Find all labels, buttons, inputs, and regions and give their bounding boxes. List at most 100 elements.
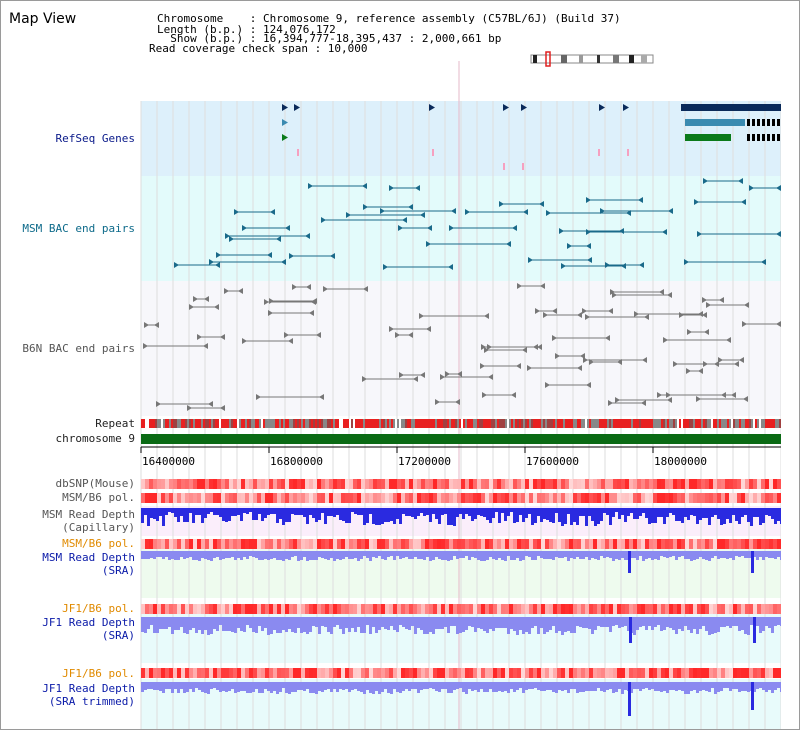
msm-b6-pol-cell	[497, 539, 501, 549]
msm-capillary-depth-bar	[615, 508, 618, 512]
b6n-bac-pair-end-icon	[582, 308, 587, 314]
jf1-b6-pol-cell	[601, 668, 605, 678]
msm-sra-depth-bar	[738, 551, 741, 557]
repeat-segment	[465, 419, 467, 428]
jf1-trim-depth-bar	[450, 682, 453, 693]
msm-capillary-depth-bar	[291, 508, 294, 514]
msm-b6-pol-cell	[265, 493, 269, 503]
jf1-b6-pol-cell	[349, 668, 353, 678]
jf1-b6-pol-cell	[541, 604, 545, 614]
jf1-trim-depth-bar	[192, 682, 195, 692]
msm-b6-pol-cell	[401, 539, 405, 549]
msm-sra-depth-bar	[561, 551, 564, 558]
b6n-bac-pair-end-icon	[612, 292, 617, 298]
jf1-trim-depth-bar	[705, 682, 708, 691]
msm-b6-pol-cell	[197, 493, 201, 503]
msm-capillary-depth-bar	[765, 508, 768, 515]
b6n-bac-pair-end-icon	[193, 296, 198, 302]
jf1-trim-depth-bar	[480, 682, 483, 689]
msm-capillary-depth-bar	[702, 508, 705, 518]
jf1-sra-depth-bar	[657, 617, 660, 625]
jf1-sra-depth-bar	[618, 617, 621, 628]
repeat-segment	[511, 419, 513, 428]
msm-b6-pol-cell	[329, 493, 333, 503]
jf1-b6-pol-cell	[245, 668, 249, 678]
repeat-segment	[377, 419, 379, 428]
b6n-bac-pair-end-icon	[511, 392, 516, 398]
repeat-segment	[347, 419, 349, 428]
jf1-trim-depth-bar	[588, 682, 591, 691]
jf1-sra-depth-bar	[147, 617, 150, 629]
msm-sra-depth-bar	[474, 551, 477, 558]
jf1-b6-pol-cell	[573, 668, 577, 678]
dbsnp-cell	[753, 479, 757, 489]
dbsnp-cell	[573, 479, 577, 489]
jf1-b6-pol-cell	[225, 668, 229, 678]
dbsnp-cell	[657, 479, 661, 489]
dbsnp-cell	[385, 479, 389, 489]
jf1-trim-depth-bar	[216, 682, 219, 690]
msm-bac-pair-end-icon	[242, 225, 247, 231]
jf1-b6-pol-cell	[529, 668, 533, 678]
jf1-trim-depth-bar	[717, 682, 720, 692]
msm-b6-pol-cell	[629, 493, 633, 503]
jf1-sra-depth-bar	[735, 617, 738, 626]
msm-b6-pol-cell	[165, 493, 169, 503]
msm-sra-depth-bar	[255, 551, 258, 558]
msm-capillary-depth-bar	[279, 508, 282, 519]
b6n-bac-pair-end-icon	[721, 392, 726, 398]
dbsnp-cell	[305, 479, 309, 489]
repeat-segment	[335, 419, 337, 428]
jf1-b6-pol-cell	[545, 604, 549, 614]
jf1-b6-pol-cell	[369, 668, 373, 678]
dbsnp-cell	[257, 479, 261, 489]
msm-capillary-depth-bar	[240, 508, 243, 521]
msm-sra-depth-bar	[429, 551, 432, 561]
jf1-b6-pol-cell	[209, 604, 213, 614]
repeat-segment	[451, 419, 453, 428]
jf1-trim-depth-bar	[294, 682, 297, 692]
b6n-bac-pair-end-icon	[540, 283, 545, 289]
msm-sra-depth-bar	[198, 551, 201, 561]
msm-b6-pol-cell	[633, 539, 637, 549]
b6n-bac-pair-end-icon	[316, 332, 321, 338]
msm-sra-depth-bar	[636, 551, 639, 560]
repeat-segment	[601, 419, 603, 428]
jf1-b6-pol-cell	[433, 604, 437, 614]
msm-b6-pol-cell	[561, 539, 565, 549]
msm-capillary-depth-bar	[672, 508, 675, 515]
dbsnp-cell	[273, 479, 277, 489]
dbsnp-cell	[513, 479, 517, 489]
msm-b6-pol-cell	[417, 493, 421, 503]
jf1-trim-depth-bar	[543, 682, 546, 691]
dbsnp-cell	[317, 479, 321, 489]
jf1-sra-depth-bar	[600, 617, 603, 627]
msm-capillary-depth-bar	[252, 508, 255, 520]
jf1-trim-depth-bar	[306, 682, 309, 689]
msm-sra-depth-bar	[672, 551, 675, 556]
jf1-trim-depth-bar	[456, 682, 459, 689]
ideogram-band	[561, 55, 567, 63]
msm-capillary-depth-bar	[387, 508, 390, 522]
msm-b6-pol-cell	[185, 539, 189, 549]
jf1-trim-depth-bar	[489, 682, 492, 689]
msm-capillary-depth-bar	[510, 508, 513, 512]
repeat-segment	[595, 419, 597, 428]
msm-sra-depth-bar	[735, 551, 738, 556]
jf1-b6-pol-cell	[469, 604, 473, 614]
jf1-trim-depth-bar	[564, 682, 567, 690]
msm-capillary-depth-bar	[519, 508, 522, 515]
jf1-trim-depth-bar	[177, 682, 180, 693]
msm-sra-depth-bar	[567, 551, 570, 561]
dbsnp-cell	[769, 479, 773, 489]
jf1-b6-pol-cell	[569, 668, 573, 678]
msm-b6-pol-cell	[669, 493, 673, 503]
jf1-sra-depth-bar	[339, 617, 342, 629]
jf1-sra-depth-bar	[333, 617, 336, 627]
jf1-sra-depth-bar	[573, 617, 576, 633]
msm-b6-pol-cell	[421, 539, 425, 549]
jf1-b6-pol-cell	[181, 668, 185, 678]
jf1-b6-pol-cell	[589, 604, 593, 614]
dbsnp-cell	[409, 479, 413, 489]
